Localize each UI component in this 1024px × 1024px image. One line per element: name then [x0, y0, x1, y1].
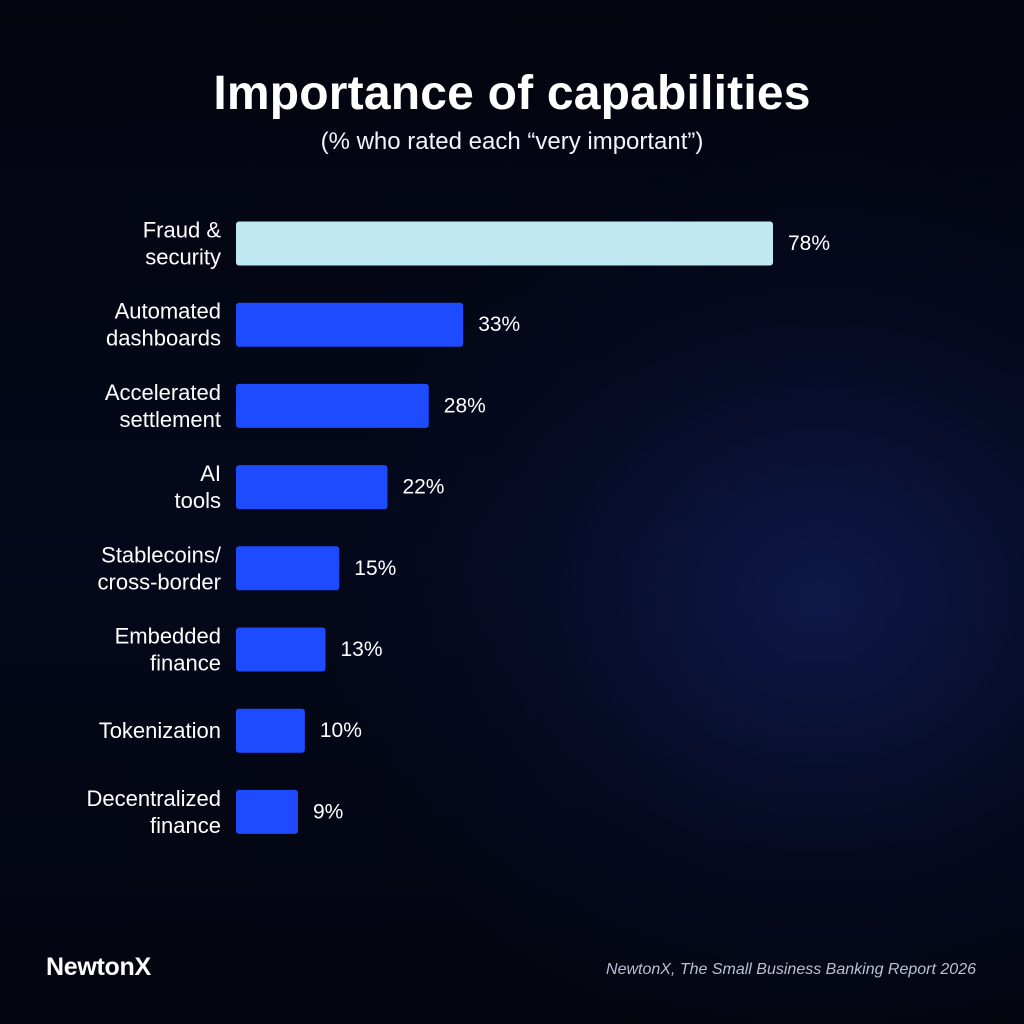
value-label-3: 28% [444, 394, 486, 417]
value-label-4: 22% [402, 476, 444, 499]
category-label-1: Fraud & security [143, 218, 222, 270]
value-label-8: 9% [313, 800, 343, 823]
chart-subtitle: (% who rated each “very important”) [320, 128, 704, 155]
bar-3 [236, 383, 429, 428]
bar-5 [236, 546, 340, 591]
brand-logo: NewtonX [46, 953, 151, 981]
value-label-6: 13% [341, 638, 383, 661]
category-label-2: Automated dashboards [106, 299, 221, 351]
category-label-4: AI tools [175, 461, 221, 513]
category-label-3: Accelerated settlement [105, 380, 221, 432]
bar-8 [236, 789, 298, 834]
value-label-2: 33% [478, 313, 520, 336]
value-label-1: 78% [788, 232, 830, 255]
chart-title: Importance of capabilities [213, 67, 811, 120]
bar-4 [236, 465, 388, 510]
bar-7 [236, 708, 305, 753]
bar-6 [236, 627, 326, 672]
bar-1 [236, 221, 773, 266]
value-label-5: 15% [354, 557, 396, 580]
source-note: NewtonX, The Small Business Banking Repo… [606, 961, 976, 978]
category-label-8: Decentralized finance [86, 786, 221, 838]
category-label-7: Tokenization [99, 718, 221, 743]
category-label-5: Stablecoins/cross-border [98, 542, 222, 594]
category-label-6: Embedded finance [115, 624, 221, 676]
value-label-7: 10% [320, 719, 362, 742]
bar-2 [236, 302, 464, 347]
